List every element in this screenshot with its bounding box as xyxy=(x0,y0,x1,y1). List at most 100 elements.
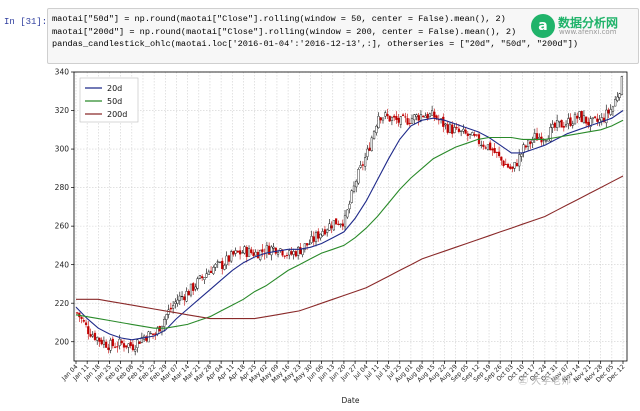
candle-body xyxy=(163,319,166,327)
candle-body xyxy=(236,250,239,253)
candle-body xyxy=(346,209,349,218)
candle-body xyxy=(497,151,501,157)
candle-body xyxy=(466,133,469,136)
candle-body xyxy=(468,133,472,135)
candle-body xyxy=(589,118,592,127)
candle-body xyxy=(326,229,329,233)
candle-body xyxy=(180,296,184,298)
candle-body xyxy=(602,117,606,122)
code-block[interactable]: maotai["50d"] = np.round(maotai["Close"]… xyxy=(52,13,578,51)
candle-body xyxy=(245,247,248,257)
candle-body xyxy=(247,248,251,257)
candle-body xyxy=(480,144,483,146)
candle-body xyxy=(341,223,344,227)
candle-body xyxy=(562,126,565,128)
candle-body xyxy=(343,214,347,228)
candle-body xyxy=(116,346,119,348)
candle-body xyxy=(252,252,255,256)
candle-body xyxy=(388,115,391,122)
y-tick-label: 320 xyxy=(55,106,70,115)
candle-body xyxy=(299,247,302,255)
candle-body xyxy=(328,223,331,231)
legend xyxy=(79,77,139,123)
candle-body xyxy=(524,145,527,148)
legend-label-20d: 20d xyxy=(107,84,122,93)
candle-body xyxy=(511,166,514,169)
candle-body xyxy=(522,144,525,154)
candle-body xyxy=(203,277,206,280)
candle-body xyxy=(422,115,425,117)
candle-body xyxy=(471,132,474,136)
candle-body xyxy=(515,162,519,167)
candle-body xyxy=(502,160,505,166)
candle-body xyxy=(547,139,550,142)
candle-body xyxy=(96,337,99,341)
candle-body xyxy=(444,123,447,126)
candle-body xyxy=(593,116,597,118)
candle-body xyxy=(406,118,409,125)
candle-body xyxy=(361,164,364,166)
candle-body xyxy=(578,111,581,118)
candle-body xyxy=(339,223,342,225)
candle-body xyxy=(91,334,94,337)
code-line: maotai["200d"] = np.round(maotai["Close"… xyxy=(52,26,517,37)
logo-mark-icon: a xyxy=(531,14,555,38)
candle-body xyxy=(372,131,376,140)
candle-body xyxy=(254,251,257,256)
candle-body xyxy=(321,231,324,236)
candle-body xyxy=(212,267,215,274)
candle-body xyxy=(399,116,402,125)
candle-body xyxy=(404,116,407,118)
candle-body xyxy=(464,129,467,134)
candle-body xyxy=(482,144,485,147)
candle-body xyxy=(413,114,416,121)
candle-body xyxy=(533,133,536,139)
candle-body xyxy=(384,112,387,117)
candle-body xyxy=(538,137,541,139)
candle-body xyxy=(209,270,213,274)
candle-body xyxy=(401,114,405,117)
candle-body xyxy=(98,337,101,342)
candle-body xyxy=(520,153,523,157)
candle-body xyxy=(433,111,436,118)
candle-body xyxy=(455,127,458,129)
candle-body xyxy=(415,114,418,117)
candle-body xyxy=(366,148,369,157)
candle-body xyxy=(591,117,594,120)
candle-body xyxy=(276,252,280,255)
candle-body xyxy=(393,115,396,118)
candle-body xyxy=(386,113,389,117)
candle-body xyxy=(419,114,423,121)
candle-body xyxy=(549,127,552,142)
candle-body xyxy=(314,232,318,243)
candle-body xyxy=(462,128,465,132)
candle-body xyxy=(564,124,568,127)
candle-body xyxy=(495,151,498,153)
series-line-50d xyxy=(75,119,624,329)
candle-body xyxy=(428,113,431,118)
candle-body xyxy=(230,251,233,262)
candle-body xyxy=(544,140,548,142)
candle-body xyxy=(337,223,340,225)
candle-body xyxy=(611,106,615,112)
candle-body xyxy=(125,345,128,348)
candle-body xyxy=(310,235,313,243)
candle-body xyxy=(493,148,496,153)
candle-body xyxy=(138,341,141,344)
candle-body xyxy=(491,148,494,151)
candle-body xyxy=(221,260,224,270)
y-tick-label: 260 xyxy=(55,222,70,231)
candle-body xyxy=(176,299,179,304)
candle-body xyxy=(272,246,275,249)
candle-body xyxy=(234,250,237,254)
candle-body xyxy=(301,248,304,255)
y-tick-label: 240 xyxy=(55,260,70,269)
candle-body xyxy=(350,190,353,203)
candle-body xyxy=(596,118,599,122)
candle-body xyxy=(506,163,510,168)
candle-body xyxy=(241,252,244,254)
candle-body xyxy=(587,121,590,126)
candle-body xyxy=(582,115,586,124)
candle-body xyxy=(270,246,273,256)
